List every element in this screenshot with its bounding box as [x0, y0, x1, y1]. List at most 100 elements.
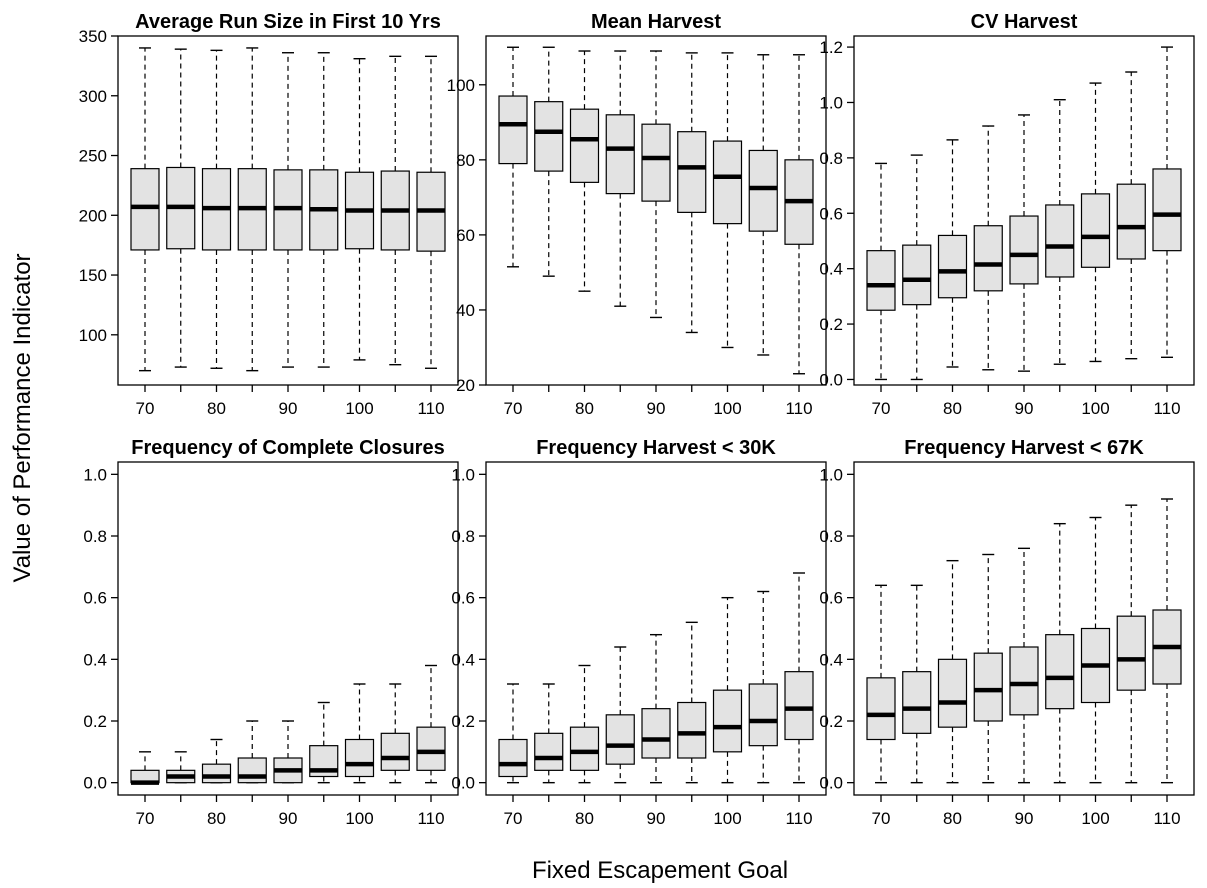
x-tick-label: 100: [713, 399, 741, 418]
box-105: [1116, 504, 1146, 784]
box-75: [166, 751, 196, 784]
x-tick-label: 110: [785, 809, 812, 828]
iqr-box: [1080, 193, 1111, 268]
panel-3: CV Harvest 0.0 0.2 0.4 0.6 0.8 1.0 1.2 70 80 90 100…: [819, 11, 1195, 418]
iqr-box: [416, 726, 446, 771]
iqr-box: [605, 114, 635, 195]
x-tick-label: 70: [136, 809, 155, 828]
y-tick-label: 0.2: [819, 315, 843, 334]
panel-title: Mean Harvest: [591, 11, 721, 33]
y-tick-label: 0.0: [451, 774, 475, 793]
x-tick-label: 110: [417, 809, 444, 828]
box-80: [569, 50, 600, 292]
iqr-box: [712, 140, 743, 225]
panel-title: Frequency Harvest < 67K: [904, 437, 1144, 459]
iqr-box: [569, 108, 600, 183]
y-tick-label: 200: [79, 206, 107, 225]
box-105: [1116, 71, 1146, 360]
box-70: [498, 683, 528, 784]
iqr-box: [201, 763, 232, 784]
box-85: [973, 125, 1003, 371]
y-tick-label: 0.0: [819, 370, 843, 389]
x-tick-label: 80: [575, 399, 594, 418]
box-100: [712, 596, 743, 784]
iqr-box: [498, 738, 528, 778]
y-axis-title: Value of Performance Indicator: [9, 253, 36, 582]
y-tick-label: 80: [456, 151, 475, 170]
iqr-box: [641, 123, 671, 202]
iqr-box: [534, 732, 564, 771]
box-105: [748, 590, 778, 784]
box-85: [605, 50, 635, 307]
iqr-box: [677, 131, 707, 213]
box-95: [677, 621, 707, 784]
box-80: [937, 559, 968, 784]
panel-1: Average Run Size in First 10 Yrs 100 150 20…: [79, 11, 459, 418]
box-70: [130, 751, 160, 785]
iqr-box: [605, 714, 635, 765]
iqr-box: [677, 701, 707, 759]
box-90: [1009, 114, 1039, 372]
iqr-box: [1152, 168, 1182, 252]
panel-6: Frequency Harvest < 67K 0.0 0.2 0.4 0.6 0.8 1.…: [819, 437, 1195, 828]
y-tick-label: 0.4: [819, 650, 843, 669]
x-tick-label: 90: [1015, 809, 1034, 828]
iqr-box: [902, 671, 932, 734]
x-tick-label: 80: [207, 399, 226, 418]
x-axis-title: Fixed Escapement Goal: [532, 857, 788, 884]
box-110: [784, 572, 814, 784]
iqr-box: [748, 683, 778, 747]
iqr-box: [1116, 183, 1146, 260]
x-tick-label: 100: [1081, 809, 1109, 828]
x-tick-label: 100: [345, 399, 373, 418]
x-tick-label: 100: [345, 809, 373, 828]
iqr-box: [534, 101, 564, 172]
x-tick-label: 90: [647, 809, 666, 828]
box-80: [569, 664, 600, 784]
panel-title: Average Run Size in First 10 Yrs: [135, 11, 441, 33]
panel-grid: Average Run Size in First 10 Yrs 100 150 20…: [79, 11, 1195, 828]
box-90: [1009, 547, 1039, 784]
box-105: [748, 54, 778, 356]
box-100: [712, 52, 743, 349]
box-95: [1045, 99, 1075, 365]
y-tick-label: 0.4: [451, 650, 475, 669]
box-70: [130, 47, 160, 372]
y-tick-label: 100: [79, 326, 107, 345]
y-tick-label: 1.0: [819, 465, 843, 484]
box-110: [784, 54, 814, 375]
box-95: [1045, 522, 1075, 784]
iqr-box: [569, 726, 600, 771]
y-tick-label: 0.4: [819, 260, 843, 279]
box-90: [641, 633, 671, 784]
iqr-box: [237, 757, 267, 784]
x-tick-label: 90: [279, 399, 298, 418]
panel-title: Frequency Harvest < 30K: [536, 437, 776, 459]
box-100: [1080, 82, 1111, 363]
box-110: [1152, 46, 1182, 359]
iqr-box: [1045, 204, 1075, 278]
box-75: [534, 46, 564, 277]
panel-4: Frequency of Complete Closures 0.0 0.2 0.4 0…: [83, 437, 459, 828]
box-110: [1152, 498, 1182, 784]
iqr-box: [1009, 646, 1039, 716]
box-80: [201, 49, 232, 369]
box-90: [273, 52, 303, 368]
x-tick-label: 110: [785, 399, 812, 418]
iqr-box: [712, 689, 743, 753]
x-tick-label: 90: [647, 399, 666, 418]
iqr-box: [866, 677, 896, 741]
iqr-box: [1116, 615, 1146, 691]
panel-5: Frequency Harvest < 30K 0.0 0.2 0.4 0.6 0.8 1.…: [451, 437, 827, 828]
box-95: [309, 701, 339, 784]
x-tick-label: 110: [1153, 399, 1180, 418]
box-70: [498, 46, 528, 268]
panel-title: Frequency of Complete Closures: [131, 437, 444, 459]
box-70: [866, 584, 896, 784]
y-tick-label: 0.0: [819, 774, 843, 793]
x-tick-label: 110: [1153, 809, 1180, 828]
x-tick-label: 90: [279, 809, 298, 828]
y-tick-label: 0.6: [819, 589, 843, 608]
x-tick-label: 80: [575, 809, 594, 828]
